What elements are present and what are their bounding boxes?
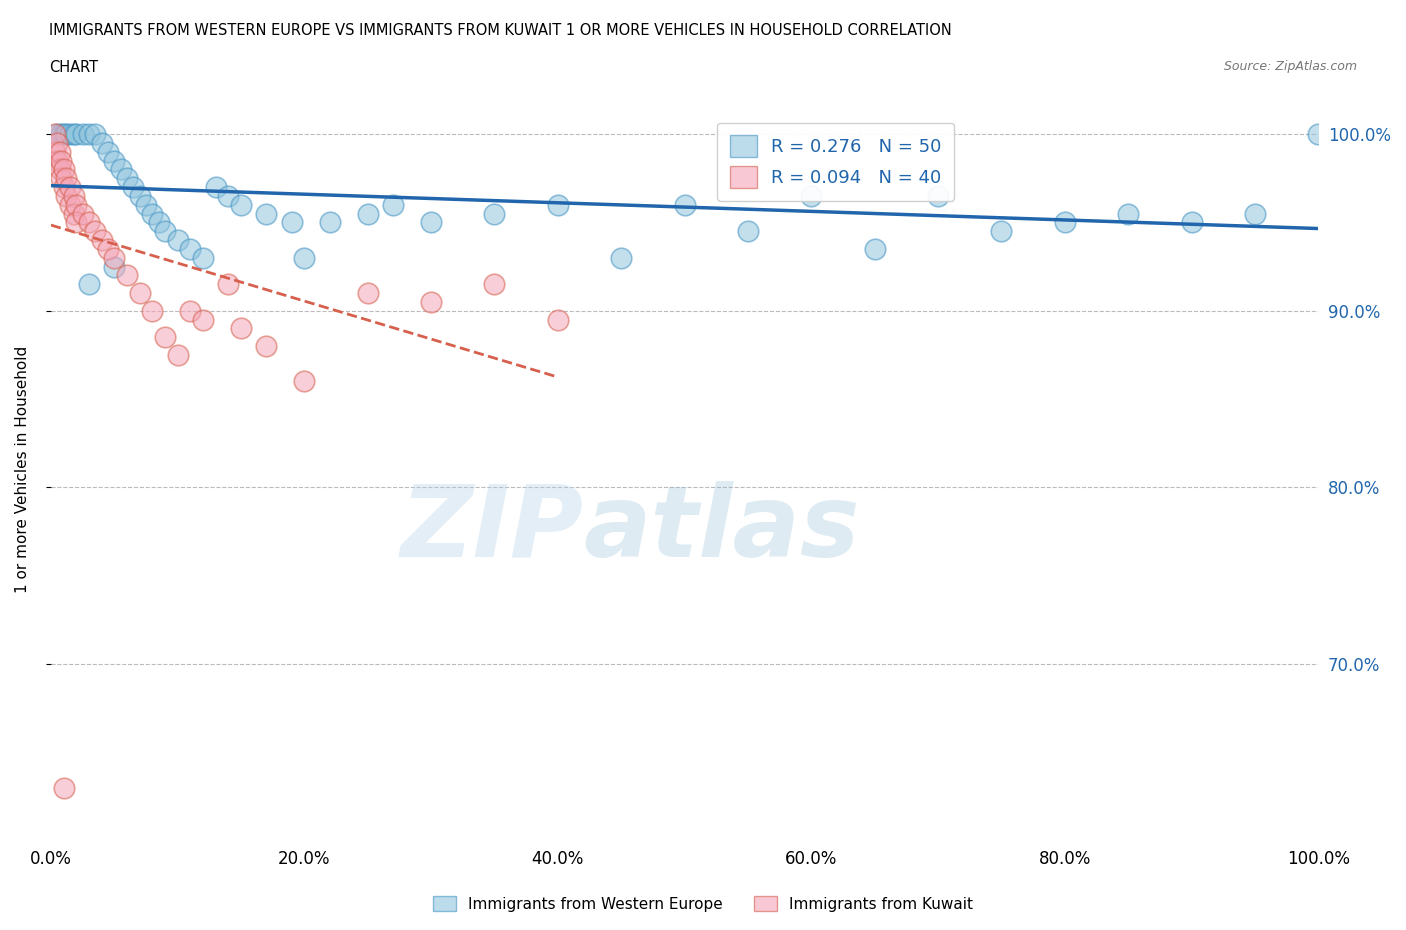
Legend: Immigrants from Western Europe, Immigrants from Kuwait: Immigrants from Western Europe, Immigran…: [427, 889, 979, 918]
Point: [90, 232, 112, 247]
Point: [1053, 215, 1076, 230]
Point: [49, 126, 72, 141]
Point: [420, 295, 443, 310]
Point: [59, 179, 82, 194]
Point: [90, 136, 112, 151]
Point: [72, 126, 94, 141]
Point: [77, 126, 100, 141]
Point: [59, 197, 82, 212]
Point: [254, 206, 277, 221]
Point: [217, 277, 239, 292]
Point: [141, 303, 163, 318]
Point: [204, 179, 226, 194]
Point: [44, 144, 66, 159]
Point: [610, 250, 633, 265]
Point: [420, 215, 443, 230]
Point: [84, 126, 107, 141]
Point: [673, 197, 696, 212]
Point: [128, 189, 150, 204]
Point: [191, 312, 214, 327]
Point: [77, 215, 100, 230]
Point: [84, 224, 107, 239]
Point: [55, 171, 77, 186]
Point: [800, 189, 823, 204]
Point: [46, 126, 69, 141]
Point: [135, 197, 157, 212]
Point: [48, 144, 70, 159]
Point: [65, 215, 87, 230]
Point: [357, 206, 380, 221]
Point: [990, 224, 1012, 239]
Point: [229, 321, 252, 336]
Point: [110, 162, 132, 177]
Point: [179, 242, 201, 257]
Point: [62, 189, 84, 204]
Point: [72, 206, 94, 221]
Point: [484, 277, 506, 292]
Point: [49, 171, 72, 186]
Point: [97, 242, 120, 257]
Text: IMMIGRANTS FROM WESTERN EUROPE VS IMMIGRANTS FROM KUWAIT 1 OR MORE VEHICLES IN H: IMMIGRANTS FROM WESTERN EUROPE VS IMMIGR…: [49, 23, 952, 38]
Point: [52, 780, 75, 795]
Point: [318, 215, 340, 230]
Point: [191, 250, 214, 265]
Point: [115, 171, 138, 186]
Point: [153, 330, 176, 345]
Point: [927, 189, 949, 204]
Point: [77, 277, 100, 292]
Point: [292, 250, 315, 265]
Point: [280, 215, 302, 230]
Point: [103, 259, 125, 274]
Point: [863, 242, 886, 257]
Point: [59, 126, 82, 141]
Text: atlas: atlas: [583, 481, 859, 578]
Point: [103, 250, 125, 265]
Y-axis label: 1 or more Vehicles in Household: 1 or more Vehicles in Household: [15, 346, 30, 593]
Point: [141, 206, 163, 221]
Point: [52, 179, 75, 194]
Point: [46, 153, 69, 168]
Text: ZIP: ZIP: [401, 481, 583, 578]
Point: [179, 303, 201, 318]
Point: [153, 224, 176, 239]
Point: [382, 197, 405, 212]
Point: [49, 153, 72, 168]
Point: [65, 126, 87, 141]
Point: [1308, 126, 1330, 141]
Point: [166, 348, 188, 363]
Point: [484, 206, 506, 221]
Point: [55, 189, 77, 204]
Point: [46, 136, 69, 151]
Point: [547, 197, 569, 212]
Legend: R = 0.276   N = 50, R = 0.094   N = 40: R = 0.276 N = 50, R = 0.094 N = 40: [717, 123, 955, 201]
Point: [44, 126, 66, 141]
Point: [103, 153, 125, 168]
Point: [122, 179, 145, 194]
Point: [547, 312, 569, 327]
Point: [62, 126, 84, 141]
Point: [357, 286, 380, 300]
Point: [148, 215, 170, 230]
Point: [52, 162, 75, 177]
Point: [115, 268, 138, 283]
Point: [254, 339, 277, 353]
Point: [1244, 206, 1267, 221]
Point: [48, 162, 70, 177]
Point: [65, 197, 87, 212]
Point: [166, 232, 188, 247]
Point: [55, 126, 77, 141]
Point: [62, 206, 84, 221]
Point: [128, 286, 150, 300]
Text: Source: ZipAtlas.com: Source: ZipAtlas.com: [1223, 60, 1357, 73]
Point: [52, 126, 75, 141]
Point: [97, 144, 120, 159]
Point: [229, 197, 252, 212]
Text: CHART: CHART: [49, 60, 98, 75]
Point: [737, 224, 759, 239]
Point: [1116, 206, 1139, 221]
Point: [1180, 215, 1202, 230]
Point: [217, 189, 239, 204]
Point: [292, 374, 315, 389]
